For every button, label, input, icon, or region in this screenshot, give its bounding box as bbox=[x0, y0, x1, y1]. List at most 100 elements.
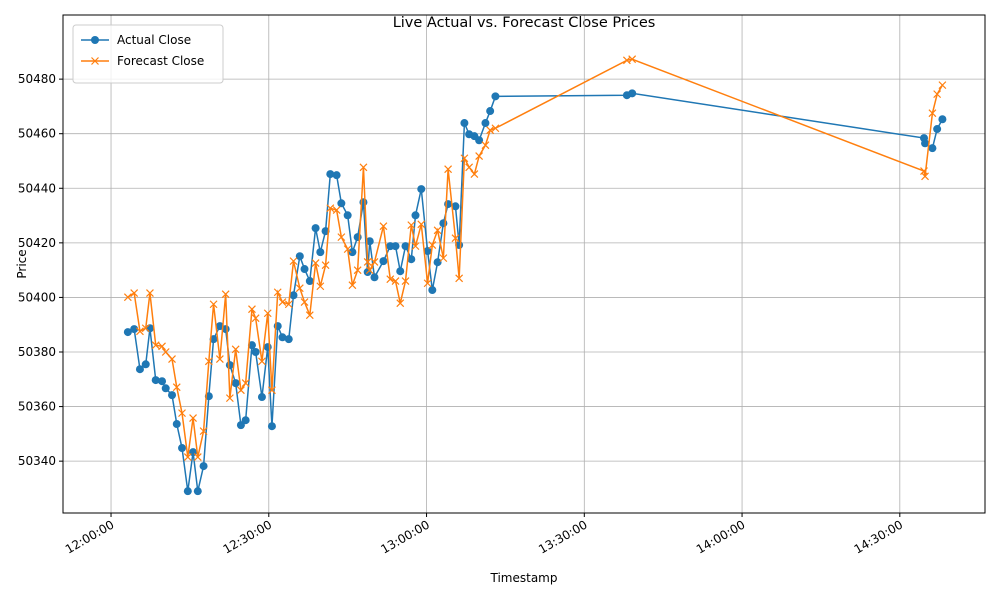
y-tick-label: 50360 bbox=[18, 400, 56, 414]
marker bbox=[475, 136, 484, 145]
marker bbox=[486, 107, 495, 116]
marker bbox=[172, 420, 181, 429]
marker bbox=[158, 377, 167, 386]
marker bbox=[439, 254, 448, 263]
marker bbox=[938, 115, 947, 124]
marker bbox=[225, 394, 234, 403]
marker bbox=[439, 219, 448, 228]
marker bbox=[311, 259, 320, 267]
marker bbox=[343, 211, 352, 220]
marker bbox=[241, 379, 250, 388]
y-tick-label: 50420 bbox=[18, 236, 56, 250]
marker bbox=[204, 357, 213, 366]
y-tick-label: 50460 bbox=[18, 127, 56, 141]
marker bbox=[193, 453, 202, 461]
marker bbox=[417, 220, 426, 229]
legend-label: Forecast Close bbox=[117, 54, 204, 68]
legend-marker bbox=[91, 36, 99, 44]
marker bbox=[146, 289, 154, 297]
marker bbox=[151, 376, 160, 385]
marker bbox=[151, 341, 160, 350]
marker bbox=[428, 286, 437, 295]
marker bbox=[332, 171, 341, 180]
marker bbox=[486, 126, 495, 135]
marker bbox=[183, 453, 192, 461]
marker bbox=[178, 444, 187, 453]
marker bbox=[136, 327, 144, 336]
marker bbox=[161, 348, 170, 356]
marker bbox=[433, 226, 442, 235]
marker bbox=[933, 125, 942, 134]
marker bbox=[247, 341, 256, 350]
marker bbox=[305, 277, 314, 286]
marker bbox=[316, 282, 325, 291]
marker bbox=[145, 324, 154, 333]
marker bbox=[938, 81, 947, 90]
y-tick-label: 50400 bbox=[18, 290, 56, 304]
marker bbox=[172, 383, 181, 392]
marker bbox=[411, 211, 420, 220]
marker bbox=[933, 90, 942, 99]
marker bbox=[284, 335, 293, 344]
marker bbox=[379, 257, 388, 266]
marker bbox=[321, 261, 330, 270]
marker bbox=[289, 257, 298, 266]
y-tick-label: 50380 bbox=[18, 345, 56, 359]
marker bbox=[386, 275, 395, 284]
marker bbox=[123, 328, 132, 337]
marker bbox=[158, 342, 166, 351]
marker bbox=[337, 233, 346, 242]
marker bbox=[241, 416, 250, 425]
marker bbox=[921, 139, 930, 148]
marker bbox=[401, 242, 410, 251]
marker bbox=[396, 299, 405, 308]
marker bbox=[161, 384, 170, 393]
marker bbox=[268, 386, 276, 395]
marker bbox=[359, 163, 368, 172]
marker bbox=[199, 427, 208, 436]
marker bbox=[305, 311, 314, 320]
legend-box bbox=[72, 24, 224, 84]
marker bbox=[491, 124, 500, 133]
marker bbox=[199, 462, 208, 471]
marker bbox=[300, 265, 309, 274]
marker bbox=[295, 252, 304, 261]
marker bbox=[921, 172, 929, 181]
marker bbox=[300, 298, 309, 306]
marker bbox=[263, 343, 272, 352]
marker bbox=[251, 314, 260, 323]
marker bbox=[141, 360, 150, 369]
marker bbox=[130, 289, 139, 297]
marker bbox=[481, 141, 490, 150]
marker bbox=[332, 206, 341, 215]
marker bbox=[284, 300, 293, 309]
marker bbox=[628, 89, 637, 98]
marker bbox=[365, 237, 374, 246]
marker bbox=[928, 144, 937, 153]
marker bbox=[628, 55, 637, 64]
marker bbox=[183, 487, 192, 496]
marker bbox=[289, 291, 298, 300]
marker bbox=[168, 355, 176, 364]
marker bbox=[267, 422, 276, 431]
marker bbox=[189, 414, 197, 422]
legend-marker bbox=[91, 57, 99, 65]
marker bbox=[451, 202, 460, 211]
y-tick-label: 50440 bbox=[18, 181, 56, 195]
marker bbox=[311, 224, 320, 233]
marker bbox=[343, 245, 352, 254]
marker bbox=[236, 386, 245, 395]
marker bbox=[193, 487, 202, 496]
x-axis-label: Timestamp bbox=[490, 571, 558, 585]
marker bbox=[278, 333, 287, 342]
marker bbox=[407, 221, 416, 230]
marker bbox=[475, 152, 484, 161]
marker bbox=[209, 300, 218, 309]
marker bbox=[141, 324, 150, 333]
marker bbox=[326, 204, 335, 213]
marker bbox=[353, 233, 362, 242]
marker bbox=[423, 247, 432, 256]
marker bbox=[391, 242, 400, 251]
